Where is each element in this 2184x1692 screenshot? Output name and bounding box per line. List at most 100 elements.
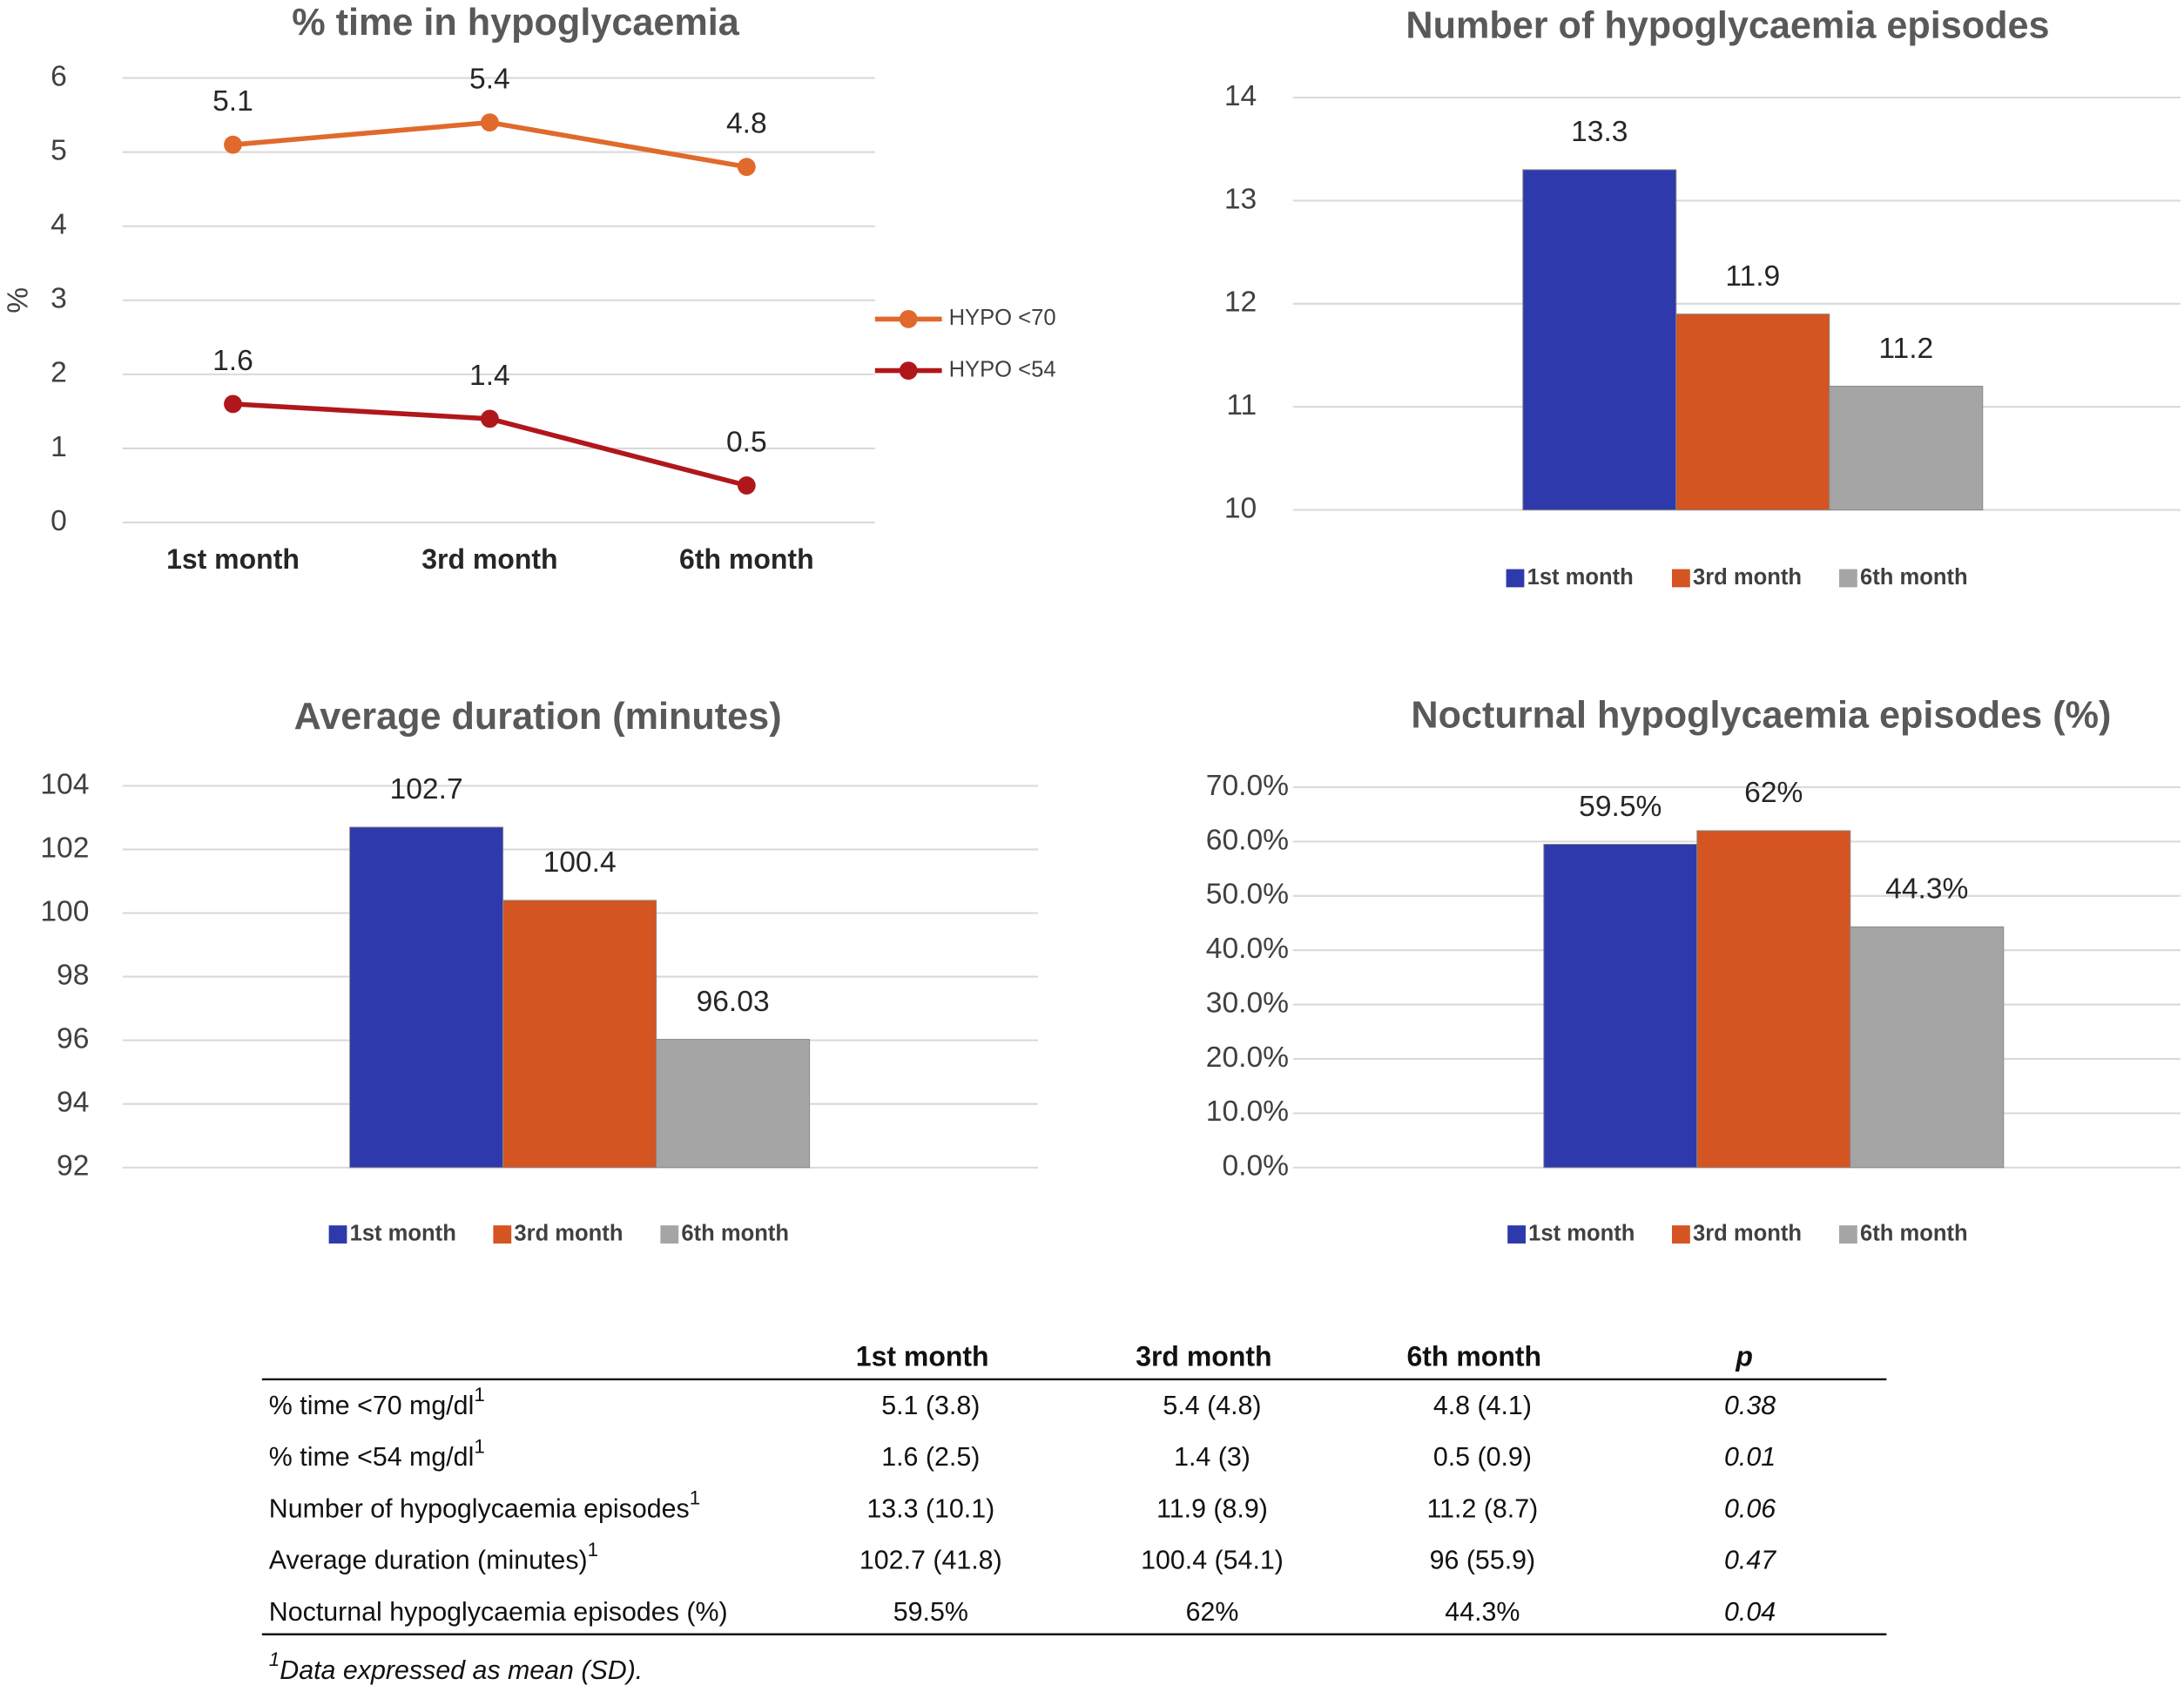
data-label: 62%	[1744, 777, 1803, 809]
column-header: p	[1735, 1340, 1753, 1372]
bar	[1675, 313, 1830, 511]
cell: 1.6 (2.5)	[881, 1442, 980, 1472]
chart-title: Nocturnal hypoglycaemia episodes (%)	[1411, 694, 2111, 736]
y-tick-label: 4	[51, 209, 67, 241]
p-value: 0.47	[1724, 1546, 1776, 1575]
point	[224, 394, 242, 414]
y-tick-label: 13	[1224, 183, 1257, 215]
y-tick-label: 104	[40, 768, 89, 800]
row-label-text: Nocturnal hypoglycaemia episodes (%)	[269, 1597, 728, 1627]
legend-swatch	[1671, 569, 1690, 588]
cell: 5.1 (3.8)	[881, 1391, 980, 1420]
legend-label: 1st month	[1528, 1221, 1635, 1245]
bar	[1850, 926, 2005, 1169]
column-header: 3rd month	[1136, 1340, 1271, 1372]
point	[737, 476, 756, 495]
chart-title: Number of hypoglycaemia episodes	[1405, 4, 2049, 46]
row-note: 1	[474, 1435, 484, 1457]
y-tick-label: 11	[1226, 389, 1257, 421]
legend-swatch	[1506, 569, 1525, 588]
legend-swatch	[1507, 1225, 1526, 1244]
data-label: 11.2	[1878, 333, 1933, 365]
point	[224, 135, 242, 154]
y-tick-label: 10.0%	[1206, 1095, 1289, 1128]
legend-label: 3rd month	[514, 1221, 623, 1245]
point	[481, 113, 499, 132]
legend-label: 1st month	[1527, 565, 1634, 590]
bar	[1829, 386, 1984, 511]
row-note: 1	[474, 1384, 484, 1406]
x-tick-label: 6th month	[679, 543, 814, 575]
footnote-mark: 1	[269, 1648, 280, 1670]
legend-label: HYPO <70	[949, 306, 1056, 330]
bar	[656, 1039, 811, 1169]
legend-label: HYPO <54	[949, 357, 1056, 381]
y-tick-label: 96	[57, 1023, 89, 1055]
y-tick-label: 0	[51, 505, 67, 537]
cell: 102.7 (41.8)	[859, 1546, 1002, 1575]
bar	[1543, 844, 1698, 1169]
row-label-text: % time <54 mg/dl	[269, 1442, 475, 1472]
data-label: 100.4	[543, 846, 617, 879]
y-tick-label: 70.0%	[1206, 770, 1289, 802]
column-header: 6th month	[1407, 1340, 1542, 1372]
x-tick-label: 3rd month	[421, 543, 557, 575]
row-label: % time <54 mg/dl1	[269, 1435, 485, 1472]
cell: 11.9 (8.9)	[1156, 1493, 1268, 1523]
p-value: 0.06	[1724, 1493, 1776, 1523]
data-label: 5.4	[469, 64, 510, 96]
y-axis-label: %	[2, 287, 34, 313]
point	[481, 409, 499, 428]
chart-title: % time in hypoglycaemia	[292, 2, 740, 44]
legend-swatch	[1671, 1225, 1690, 1244]
legend-swatch	[660, 1225, 679, 1244]
data-label: 1.4	[469, 360, 510, 392]
chart-title: Average duration (minutes)	[294, 696, 782, 738]
y-tick-label: 3	[51, 283, 67, 315]
cell: 44.3%	[1445, 1597, 1520, 1627]
row-label: Nocturnal hypoglycaemia episodes (%)	[269, 1597, 728, 1627]
y-tick-label: 94	[57, 1087, 89, 1119]
y-tick-label: 0.0%	[1222, 1150, 1289, 1183]
row-label: Average duration (minutes)1	[269, 1539, 598, 1575]
y-tick-label: 10	[1224, 492, 1257, 524]
data-label: 59.5%	[1579, 791, 1662, 823]
data-label: 1.6	[212, 345, 253, 377]
row-note: 1	[690, 1486, 700, 1508]
data-label: 4.8	[726, 108, 767, 140]
bar	[502, 900, 657, 1169]
x-tick-label: 1st month	[166, 543, 300, 575]
legend-swatch	[1838, 569, 1857, 588]
cell: 11.2 (8.7)	[1427, 1493, 1539, 1523]
p-value: 0.38	[1724, 1391, 1776, 1420]
y-tick-label: 20.0%	[1206, 1041, 1289, 1074]
data-label: 96.03	[697, 986, 770, 1018]
cell: 62%	[1186, 1597, 1239, 1627]
p-value: 0.01	[1724, 1442, 1776, 1472]
legend-swatch	[493, 1225, 512, 1244]
legend-marker	[899, 309, 918, 328]
y-tick-label: 1	[51, 431, 67, 463]
legend-label: 3rd month	[1693, 565, 1802, 590]
legend-swatch	[1838, 1225, 1857, 1244]
bar	[349, 826, 504, 1169]
row-label-text: % time <70 mg/dl	[269, 1391, 475, 1420]
y-tick-label: 60.0%	[1206, 824, 1289, 856]
cell: 0.5 (0.9)	[1433, 1442, 1532, 1472]
y-tick-label: 30.0%	[1206, 987, 1289, 1019]
y-tick-label: 100	[40, 895, 89, 927]
row-label-text: Average duration (minutes)	[269, 1546, 588, 1575]
row-note: 1	[588, 1539, 598, 1561]
legend-label: 6th month	[1860, 565, 1968, 590]
p-value: 0.04	[1724, 1597, 1776, 1627]
y-tick-label: 6	[51, 60, 67, 92]
footnote-text: Data expressed as mean (SD).	[280, 1655, 643, 1685]
cell: 1.4 (3)	[1174, 1442, 1250, 1472]
point	[737, 158, 756, 177]
y-tick-label: 12	[1224, 286, 1257, 319]
cell: 100.4 (54.1)	[1141, 1546, 1284, 1575]
footnote: 1Data expressed as mean (SD).	[269, 1648, 643, 1685]
row-label-text: Number of hypoglycaemia episodes	[269, 1493, 690, 1523]
y-tick-label: 92	[57, 1150, 89, 1183]
cell: 5.4 (4.8)	[1163, 1391, 1261, 1420]
